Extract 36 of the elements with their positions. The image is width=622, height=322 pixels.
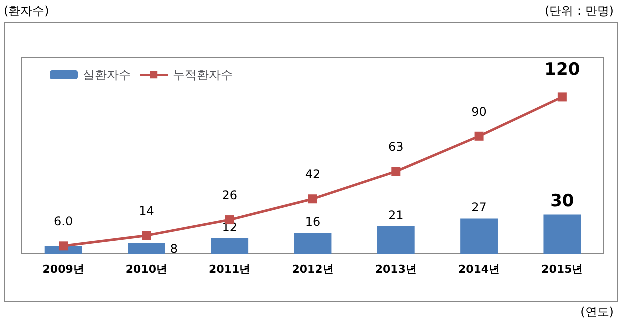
x-tick-label: 2012년 bbox=[292, 263, 334, 276]
data-label: 120 bbox=[544, 60, 580, 80]
data-label: 6.0 bbox=[54, 214, 74, 229]
point bbox=[142, 231, 152, 240]
bar bbox=[460, 218, 498, 254]
x-tick-label: 2013년 bbox=[375, 263, 417, 276]
data-label: 26 bbox=[222, 188, 238, 203]
point bbox=[59, 242, 68, 251]
x-tick-label: 2009년 bbox=[42, 263, 84, 276]
bar bbox=[377, 226, 415, 254]
data-label: 42 bbox=[305, 168, 321, 182]
data-label: 90 bbox=[472, 104, 487, 119]
x-tick-label: 2014년 bbox=[458, 263, 500, 276]
text: (단위 : 만명) bbox=[544, 3, 614, 20]
bar bbox=[544, 214, 582, 254]
data-label: 21 bbox=[388, 208, 404, 223]
data-label: 16 bbox=[305, 215, 321, 230]
x-tick-label: 2011년 bbox=[209, 263, 251, 276]
text: (환자수) bbox=[4, 3, 50, 20]
data-label: 30 bbox=[550, 191, 574, 212]
data-label: 63 bbox=[388, 140, 404, 154]
x-tick-label: 2015년 bbox=[542, 263, 584, 276]
point bbox=[308, 194, 318, 204]
x-axis-title: (연도) bbox=[580, 304, 614, 321]
point bbox=[558, 92, 567, 102]
data-label: 8 bbox=[170, 242, 178, 256]
bar bbox=[128, 244, 166, 254]
point bbox=[392, 167, 401, 176]
x-tick-label: 2010년 bbox=[126, 263, 168, 276]
legend-label: 누적환자수 bbox=[173, 68, 233, 82]
bar bbox=[211, 238, 249, 254]
data-label: 27 bbox=[472, 200, 487, 215]
point bbox=[474, 132, 484, 141]
legend-label: 실환자수 bbox=[83, 68, 131, 82]
data-label: 14 bbox=[139, 204, 154, 218]
bar bbox=[294, 233, 332, 254]
